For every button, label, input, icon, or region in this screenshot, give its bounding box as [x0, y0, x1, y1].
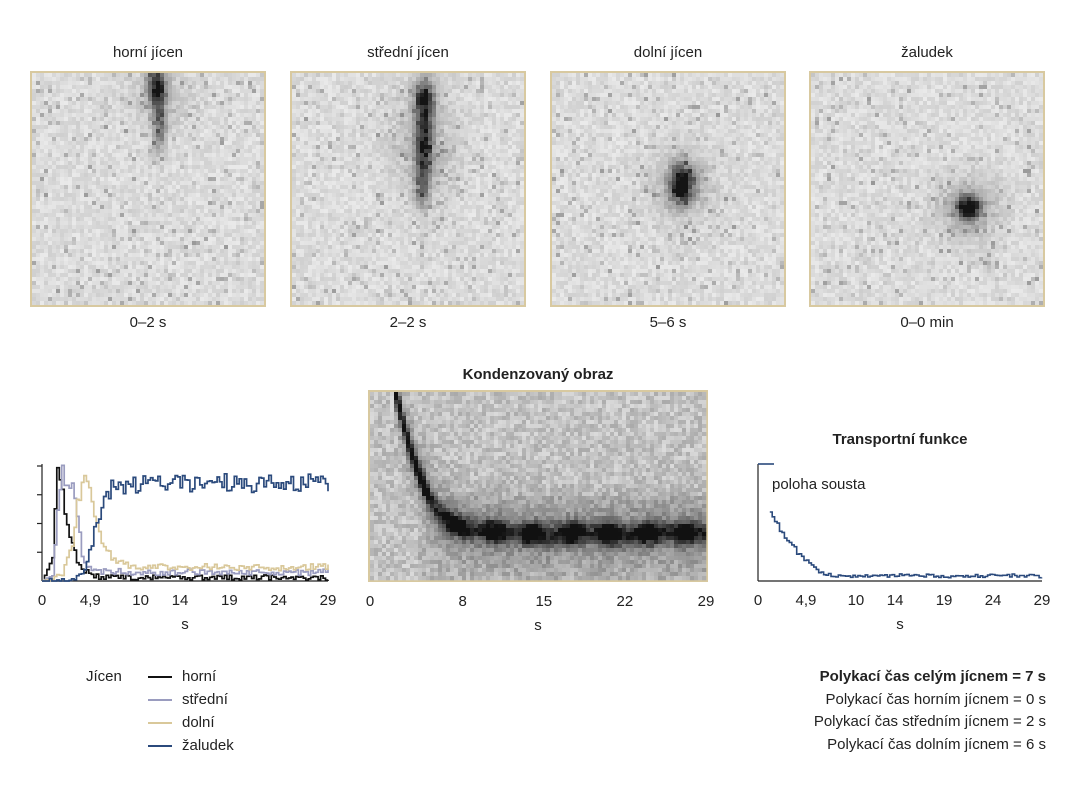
x-tick-label: 29 — [1034, 592, 1051, 609]
stat-lower: Polykací čas dolním jícnem = 6 s — [827, 735, 1046, 753]
x-tick-label: 10 — [848, 592, 865, 609]
transport-title: Transportní funkce — [832, 431, 968, 448]
transport-annotation: poloha sousta — [772, 476, 866, 493]
legend-item: žaludek — [148, 737, 234, 754]
x-tick-label: 24 — [270, 592, 287, 609]
legend-label: střední — [182, 691, 228, 708]
panel-time-dolni: 5–6 s — [649, 314, 687, 331]
pixel-grid — [552, 73, 784, 305]
x-tick-label: 4,9 — [80, 592, 101, 609]
x-tick-label: 22 — [617, 593, 634, 610]
transport-chart: 0 4,9 10 14 19 24 29 s poloha sousta — [754, 463, 1051, 633]
legend-item: horní — [148, 668, 216, 685]
panel-title-dolni: dolní jícen — [633, 44, 703, 61]
legend-item: dolní — [148, 714, 215, 731]
legend-swatch — [148, 722, 172, 725]
scintigram-dolni — [550, 71, 786, 307]
legend-swatch — [148, 676, 172, 679]
series-line-1 — [769, 511, 1043, 579]
series-line-3 — [42, 474, 329, 582]
legend-label: horní — [182, 668, 217, 685]
panel-time-stredni: 2–2 s — [389, 314, 427, 331]
pixel-grid — [811, 73, 1043, 305]
legend-swatch — [148, 745, 172, 748]
x-tick-label: 24 — [985, 592, 1002, 609]
stat-total: Polykací čas celým jícnem = 7 s — [819, 668, 1046, 685]
stat-upper: Polykací čas horním jícnem = 0 s — [825, 690, 1046, 708]
x-tick-label: 8 — [459, 593, 467, 610]
x-tick-label: 19 — [221, 592, 238, 609]
legend-label: dolní — [182, 714, 215, 731]
legend-swatch — [148, 699, 172, 702]
panel-title-zaludek: žaludek — [901, 44, 953, 61]
panel-title-horni: horní jícen — [112, 44, 184, 61]
panel-time-horni: 0–2 s — [129, 314, 167, 331]
x-tick-label: 14 — [887, 592, 904, 609]
x-tick-label: 29 — [320, 592, 337, 609]
x-tick-label: 0 — [38, 592, 46, 609]
scintigram-zaludek — [809, 71, 1045, 307]
legend-item: střední — [148, 691, 228, 708]
panel-title-stredni: střední jícen — [367, 44, 449, 61]
x-axis-label: s — [181, 616, 189, 633]
legend-label: žaludek — [182, 737, 234, 754]
x-tick-label: 14 — [172, 592, 189, 609]
condensed-image: 0 8 15 22 29 s — [366, 390, 715, 634]
scintigram-stredni — [290, 71, 526, 307]
x-tick-label: 15 — [535, 593, 552, 610]
scintigram-horni — [30, 71, 266, 307]
x-axis-label: s — [534, 617, 542, 634]
x-tick-label: 4,9 — [796, 592, 817, 609]
x-tick-label: 29 — [698, 593, 715, 610]
x-tick-label: 0 — [366, 593, 374, 610]
condensed-pixels — [370, 392, 707, 581]
series-line-4 — [42, 472, 329, 582]
pixel-grid — [32, 73, 264, 305]
x-tick-label: 0 — [754, 592, 762, 609]
curves-chart: 0 4,9 10 14 19 24 29 s — [37, 464, 337, 633]
pixel-grid — [292, 73, 524, 305]
x-tick-label: 19 — [936, 592, 953, 609]
x-tick-label: 10 — [132, 592, 149, 609]
legend-group-label: Jícen — [86, 668, 122, 685]
stats-block: Polykací čas celým jícnem = 7 s Polykací… — [686, 666, 1046, 756]
series-line-1 — [42, 466, 329, 582]
series-line-2 — [42, 464, 329, 582]
panel-time-zaludek: 0–0 min — [900, 314, 954, 331]
stat-middle: Polykací čas středním jícnem = 2 s — [813, 713, 1046, 730]
condensed-title: Kondenzovaný obraz — [462, 366, 614, 383]
x-axis-label: s — [896, 616, 904, 633]
